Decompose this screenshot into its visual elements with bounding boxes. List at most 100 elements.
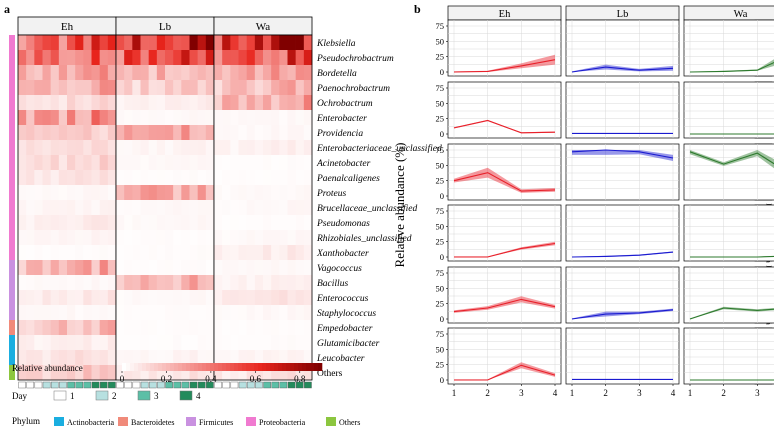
heatmap-cell bbox=[26, 155, 35, 170]
day-strip-cell bbox=[287, 381, 296, 389]
heatmap-cell bbox=[107, 305, 117, 320]
heatmap-cell bbox=[156, 350, 166, 365]
heatmap-cell bbox=[50, 95, 60, 110]
heatmap-cell bbox=[295, 155, 305, 170]
heatmap-cell bbox=[263, 275, 272, 290]
colorbar-segment bbox=[154, 363, 159, 371]
heatmap-group-frame bbox=[213, 34, 313, 381]
heatmap-cell bbox=[83, 50, 92, 65]
heatmap-cell bbox=[271, 320, 280, 335]
heatmap-cell bbox=[91, 50, 100, 65]
heatmap-cell bbox=[124, 50, 133, 65]
heatmap-cell bbox=[295, 95, 305, 110]
heatmap-cell bbox=[67, 125, 76, 140]
colorbar-segment bbox=[266, 363, 271, 371]
heatmap-cell bbox=[83, 245, 92, 260]
heatmap-cell bbox=[238, 215, 247, 230]
heatmap-cell bbox=[246, 305, 256, 320]
heatmap-cell bbox=[222, 125, 231, 140]
line-panel bbox=[683, 266, 774, 324]
heatmap-cell bbox=[173, 125, 182, 140]
colorbar-segment bbox=[230, 363, 235, 371]
heatmap-cell bbox=[99, 305, 109, 320]
heatmap-cell bbox=[140, 185, 149, 200]
heatmap-cell bbox=[58, 230, 68, 245]
heatmap-cell bbox=[83, 320, 92, 335]
heatmap-cell bbox=[18, 245, 27, 260]
heatmap-cell bbox=[230, 80, 239, 95]
heatmap-cell bbox=[148, 125, 158, 140]
heatmap-cell bbox=[189, 275, 198, 290]
heatmap-cell bbox=[156, 50, 166, 65]
heatmap-cell bbox=[42, 185, 51, 200]
line-series-Wa bbox=[689, 61, 774, 73]
phylum-bar-segment bbox=[9, 320, 15, 335]
colorbar-segment bbox=[298, 363, 303, 371]
heatmap-cell bbox=[263, 185, 272, 200]
heatmap-cell bbox=[75, 95, 84, 110]
heatmap-cell bbox=[148, 290, 158, 305]
heatmap-cell bbox=[189, 320, 198, 335]
heatmap-cell bbox=[156, 305, 166, 320]
heatmap-cell bbox=[263, 170, 272, 185]
heatmap-cell bbox=[156, 125, 166, 140]
heatmap-cell bbox=[303, 125, 313, 140]
heatmap-cell bbox=[26, 275, 35, 290]
phylum-bar-segment bbox=[9, 95, 15, 110]
heatmap-cell bbox=[124, 275, 133, 290]
heatmap-cell bbox=[295, 350, 305, 365]
heatmap-cell bbox=[165, 365, 174, 380]
heatmap-cell bbox=[18, 170, 27, 185]
heatmap-cell bbox=[140, 65, 149, 80]
heatmap-cell bbox=[205, 95, 215, 110]
heatmap-cell bbox=[189, 95, 198, 110]
heatmap-cell bbox=[99, 125, 109, 140]
line-col-header-label: Wa bbox=[734, 9, 748, 20]
heatmap-cell bbox=[148, 185, 158, 200]
heatmap-cell bbox=[75, 275, 84, 290]
heatmap-cell bbox=[50, 215, 60, 230]
line-panel bbox=[565, 143, 680, 201]
heatmap-row-label: Enterobacteriaceae_unclassified bbox=[316, 143, 442, 154]
line-series-Eh bbox=[453, 59, 556, 73]
line-y-tick-label: 25 bbox=[436, 52, 445, 62]
line-y-tick-label: 75 bbox=[436, 329, 445, 339]
heatmap-cell bbox=[205, 260, 215, 275]
heatmap-cell bbox=[279, 245, 288, 260]
line-series-Eh bbox=[453, 172, 556, 192]
day-strip-cell bbox=[34, 381, 43, 389]
day-strip-cell bbox=[124, 381, 133, 389]
heatmap-cell bbox=[156, 200, 166, 215]
heatmap-cell bbox=[295, 275, 305, 290]
heatmap-cell bbox=[279, 260, 288, 275]
heatmap-cell bbox=[132, 140, 141, 155]
heatmap-cell bbox=[107, 245, 117, 260]
day-strip-cell bbox=[116, 381, 124, 389]
heatmap-cell bbox=[58, 110, 68, 125]
heatmap-cell bbox=[50, 320, 60, 335]
heatmap-cell bbox=[91, 335, 100, 350]
heatmap-cell bbox=[99, 170, 109, 185]
heatmap-cell bbox=[91, 140, 100, 155]
heatmap-cell bbox=[287, 305, 296, 320]
heatmap-cell bbox=[91, 200, 100, 215]
heatmap-cell bbox=[197, 290, 207, 305]
heatmap-cell bbox=[173, 80, 182, 95]
heatmap-cell bbox=[67, 110, 76, 125]
heatmap-cell bbox=[26, 95, 35, 110]
heatmap-cell bbox=[173, 350, 182, 365]
line-x-tick-label: 3 bbox=[519, 388, 524, 398]
heatmap-cell bbox=[58, 155, 68, 170]
heatmap-cell bbox=[254, 215, 264, 230]
heatmap-cell bbox=[156, 230, 166, 245]
phylum-legend-swatch bbox=[186, 417, 196, 426]
heatmap-cell bbox=[107, 170, 117, 185]
heatmap-cell bbox=[205, 215, 215, 230]
phylum-bar-segment bbox=[9, 50, 15, 65]
heatmap-cell bbox=[263, 215, 272, 230]
line-series-Wa bbox=[689, 307, 774, 320]
colorbar-segment bbox=[214, 363, 219, 371]
heatmap-cell bbox=[140, 260, 149, 275]
line-panel bbox=[447, 204, 562, 262]
heatmap-cell bbox=[156, 275, 166, 290]
